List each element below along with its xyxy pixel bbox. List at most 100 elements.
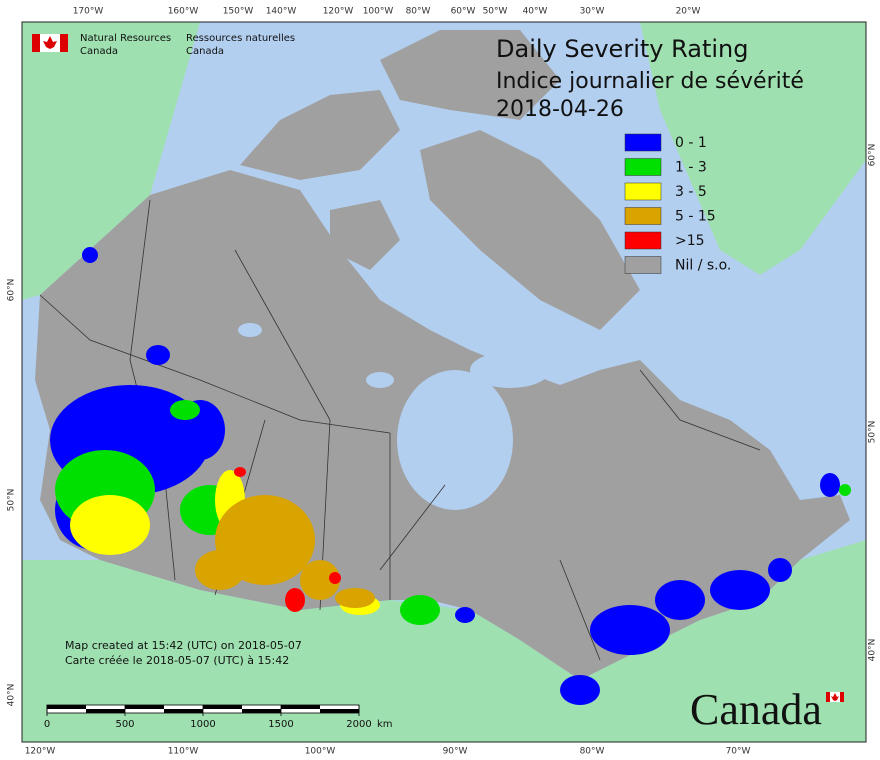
severity-area: [234, 467, 246, 477]
longitude-label: 160°W: [168, 7, 199, 17]
longitude-label: 50°W: [483, 7, 508, 17]
title-en: Daily Severity Rating: [496, 35, 748, 63]
canada-wordmark: Canada: [690, 685, 844, 734]
longitude-label: 90°W: [443, 747, 468, 757]
maple-leaf: [43, 36, 57, 49]
severity-area: [170, 400, 200, 420]
alaska: [22, 22, 200, 300]
legend-swatch: [624, 231, 662, 250]
severity-area: [146, 345, 170, 365]
severity-area: [82, 247, 98, 263]
legend-swatch: [624, 133, 662, 152]
map-date: 2018-04-26: [496, 97, 624, 122]
arctic-island: [380, 30, 560, 120]
agency-fr: Canada: [186, 46, 224, 57]
newfoundland: [760, 500, 820, 560]
latitude-label: 60°N: [868, 144, 878, 167]
severity-area: [560, 675, 600, 705]
flag-bar: [826, 692, 830, 702]
latitude-label: 50°N: [7, 489, 17, 512]
legend-label: 5 - 15: [675, 209, 716, 225]
scale-bar: 0 500 1000 1500 2000 km: [44, 704, 393, 730]
lake: [238, 323, 262, 337]
scale-segment: [47, 705, 86, 709]
wordmark: Canada: [690, 685, 822, 734]
greenland: [640, 22, 866, 275]
scale-segment: [242, 709, 281, 713]
agency-fr: Ressources naturelles: [186, 33, 295, 44]
longitude-label: 30°W: [580, 7, 605, 17]
credit-fr: Carte créée le 2018-05-07 (UTC) à 15:42: [65, 654, 289, 667]
severity-area: [195, 550, 245, 590]
boundary: [234, 249, 331, 421]
agency-signature: Natural Resources Canada Ressources natu…: [32, 33, 295, 57]
scale-label: 500: [115, 719, 134, 730]
agency-en: Canada: [80, 46, 118, 57]
baffin-island: [420, 130, 640, 330]
scale-label: 1500: [268, 719, 293, 730]
legend: 0 - 1 1 - 3 3 - 5 5 - 15 >15 Nil / s.o.: [624, 133, 731, 274]
scale-segment: [125, 705, 164, 709]
scale-unit: km: [377, 719, 393, 730]
title-fr: Indice journalier de sévérité: [496, 69, 804, 94]
legend-swatch: [624, 158, 662, 176]
scale-segment: [281, 705, 320, 709]
longitude-label: 70°W: [726, 747, 751, 757]
severity-area: [820, 473, 840, 497]
maple-leaf: [831, 693, 839, 701]
scale-label: 1000: [190, 719, 215, 730]
longitude-label: 100°W: [363, 7, 394, 17]
legend-swatch: [624, 256, 662, 274]
longitude-label: 120°W: [25, 747, 56, 757]
arctic-island: [330, 200, 400, 270]
legend-label: >15: [675, 233, 705, 249]
longitude-label: 110°W: [168, 747, 199, 757]
severity-area: [300, 560, 340, 600]
severity-area: [70, 495, 150, 555]
severity-areas: [50, 247, 851, 705]
arctic-island: [240, 90, 400, 180]
severity-area: [590, 605, 670, 655]
flag-bar: [60, 34, 68, 52]
severity-area: [655, 580, 705, 620]
latitude-label: 50°N: [868, 421, 878, 444]
agency-en: Natural Resources: [80, 33, 171, 44]
legend-label: 0 - 1: [675, 135, 707, 151]
map-frame: [21, 21, 867, 743]
severity-area: [455, 607, 475, 623]
longitude-label: 100°W: [305, 747, 336, 757]
scale-label: 0: [44, 719, 50, 730]
severity-area: [839, 484, 851, 496]
latitude-label: 40°N: [7, 684, 17, 707]
credit-en: Map created at 15:42 (UTC) on 2018-05-07: [65, 639, 302, 652]
longitude-label: 140°W: [266, 7, 297, 17]
flag-bar: [32, 34, 40, 52]
severity-area: [768, 558, 792, 582]
lake: [366, 372, 394, 388]
legend-swatch: [624, 207, 662, 225]
longitude-label: 80°W: [580, 747, 605, 757]
boundary: [379, 484, 446, 571]
legend-label: 3 - 5: [675, 184, 707, 200]
severity-area: [329, 572, 341, 584]
hudson-strait: [470, 352, 550, 388]
severity-area: [400, 595, 440, 625]
scale-label: 2000: [346, 719, 371, 730]
severity-area: [710, 570, 770, 610]
longitude-label: 60°W: [451, 7, 476, 17]
longitude-label: 170°W: [73, 7, 104, 17]
latitude-label: 40°N: [868, 639, 878, 662]
longitude-label: 40°W: [523, 7, 548, 17]
longitude-label: 120°W: [323, 7, 354, 17]
usa: [22, 540, 866, 742]
longitude-label: 150°W: [223, 7, 254, 17]
latitude-label: 60°N: [7, 279, 17, 302]
scale-segment: [203, 705, 242, 709]
legend-swatch: [624, 182, 662, 201]
severity-area: [335, 588, 375, 608]
hudson-bay: [397, 370, 513, 510]
severity-area: [285, 588, 305, 612]
flag-bar: [840, 692, 844, 702]
longitude-label: 20°W: [676, 7, 701, 17]
scale-segment: [164, 709, 203, 713]
